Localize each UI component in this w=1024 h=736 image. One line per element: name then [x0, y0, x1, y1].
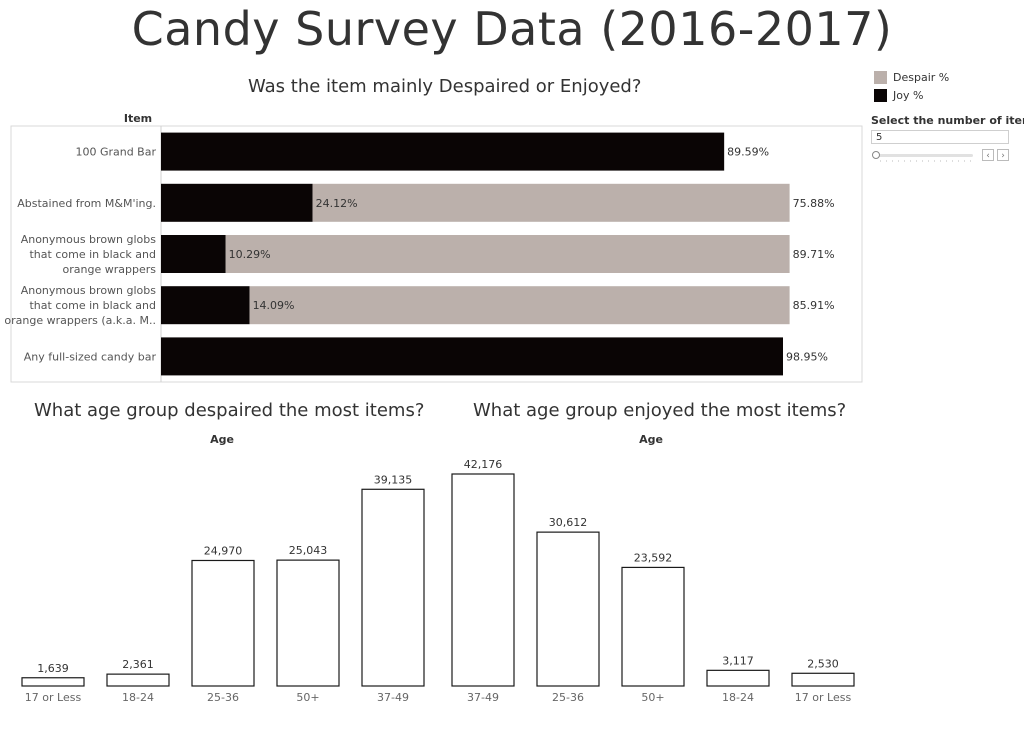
joy-age-chart: 42,176 37-49 30,612 25-36 23,592 50+ 3,117 18-2…	[451, 458, 855, 704]
despair-value-label: 85.91%	[793, 299, 835, 312]
age-bar[interactable]	[191, 559, 255, 687]
despair-age-chart: 1,639 17 or Less 2,361 18-24 24,970 25-36 25,0…	[21, 473, 425, 704]
parameter-label: Select the number of items	[871, 114, 1024, 127]
joy-value-label: 10.29%	[229, 248, 271, 261]
age-bar-value: 24,970	[204, 544, 243, 557]
age-bar-value: 2,530	[807, 657, 839, 670]
legend-item-joy[interactable]: Joy %	[874, 86, 949, 104]
age-category-label: 17 or Less	[795, 691, 852, 704]
age-bar[interactable]	[451, 473, 515, 687]
item-label: Abstained from M&M'ing.	[17, 197, 156, 210]
items-chart: 100 Grand Bar 89.59% Abstained from M&M'in…	[4, 125, 863, 383]
age-bar[interactable]	[706, 669, 770, 687]
despair-chart-title: What age group despaired the most items?	[34, 400, 425, 421]
age-bar[interactable]	[21, 677, 85, 687]
item-label: Any full-sized candy bar	[24, 350, 157, 363]
slider-ticks	[880, 160, 972, 162]
age-bar[interactable]	[106, 673, 170, 687]
legend-label-despair: Despair %	[893, 70, 950, 84]
item-label: 100 Grand Bar	[75, 146, 156, 159]
age-bar[interactable]	[276, 559, 340, 687]
joy-value-label: 24.12%	[316, 197, 358, 210]
number-of-items-input[interactable]: 5	[871, 130, 1009, 144]
item-label: Anonymous brown globs that come in black …	[21, 233, 157, 276]
age-bar[interactable]	[361, 488, 425, 687]
age-category-label: 25-36	[552, 691, 584, 704]
legend: Despair % Joy %	[874, 68, 949, 104]
despair-bar[interactable]	[312, 183, 790, 222]
chevron-left-icon[interactable]: ‹	[982, 149, 994, 161]
age-category-label: 18-24	[722, 691, 754, 704]
age-bar-value: 39,135	[374, 473, 413, 486]
age-bar[interactable]	[621, 566, 685, 687]
age-bar-value: 3,117	[722, 654, 754, 667]
age-bar-value: 42,176	[464, 458, 503, 471]
age-bar[interactable]	[791, 672, 855, 687]
joy-bar[interactable]	[161, 235, 226, 273]
joy-value-label: 98.95%	[786, 350, 828, 363]
joy-bar[interactable]	[161, 286, 250, 325]
despair-age-header: Age	[210, 433, 234, 446]
joy-age-header: Age	[639, 433, 663, 446]
joy-value-label: 14.09%	[253, 299, 295, 312]
age-category-label: 37-49	[377, 691, 409, 704]
age-category-label: 18-24	[122, 691, 154, 704]
age-category-label: 17 or Less	[25, 691, 82, 704]
slider-thumb[interactable]	[872, 151, 880, 159]
legend-label-joy: Joy %	[893, 88, 924, 102]
joy-bar[interactable]	[161, 337, 783, 376]
legend-item-despair[interactable]: Despair %	[874, 68, 949, 86]
item-column-header: Item	[123, 112, 153, 125]
age-bar-value: 30,612	[549, 516, 588, 529]
joy-bar[interactable]	[161, 183, 313, 222]
despair-bar[interactable]	[225, 235, 790, 273]
despair-value-label: 89.71%	[793, 248, 835, 261]
age-category-label: 50+	[296, 691, 319, 704]
age-bar-value: 25,043	[289, 544, 328, 557]
age-bar-value: 23,592	[634, 551, 673, 564]
chevron-right-icon[interactable]: ›	[997, 149, 1009, 161]
items-chart-frame	[10, 125, 863, 383]
number-of-items-slider[interactable]	[875, 154, 973, 157]
age-bar-value: 2,361	[122, 658, 154, 671]
dashboard-title: Candy Survey Data (2016-2017)	[131, 2, 893, 56]
age-bar-value: 1,639	[37, 662, 69, 675]
age-category-label: 50+	[641, 691, 664, 704]
despair-bar[interactable]	[249, 286, 790, 325]
joy-chart-title: What age group enjoyed the most items?	[473, 400, 847, 421]
joy-swatch	[874, 88, 887, 102]
items-chart-title: Was the item mainly Despaired or Enjoyed…	[248, 76, 642, 97]
age-category-label: 37-49	[467, 691, 499, 704]
joy-bar[interactable]	[161, 132, 725, 171]
despair-swatch	[874, 70, 887, 84]
age-category-label: 25-36	[207, 691, 239, 704]
despair-value-label: 75.88%	[793, 197, 835, 210]
joy-value-label: 89.59%	[727, 146, 769, 159]
item-label: Anonymous brown globs that come in black …	[4, 284, 156, 327]
age-bar[interactable]	[536, 531, 600, 687]
